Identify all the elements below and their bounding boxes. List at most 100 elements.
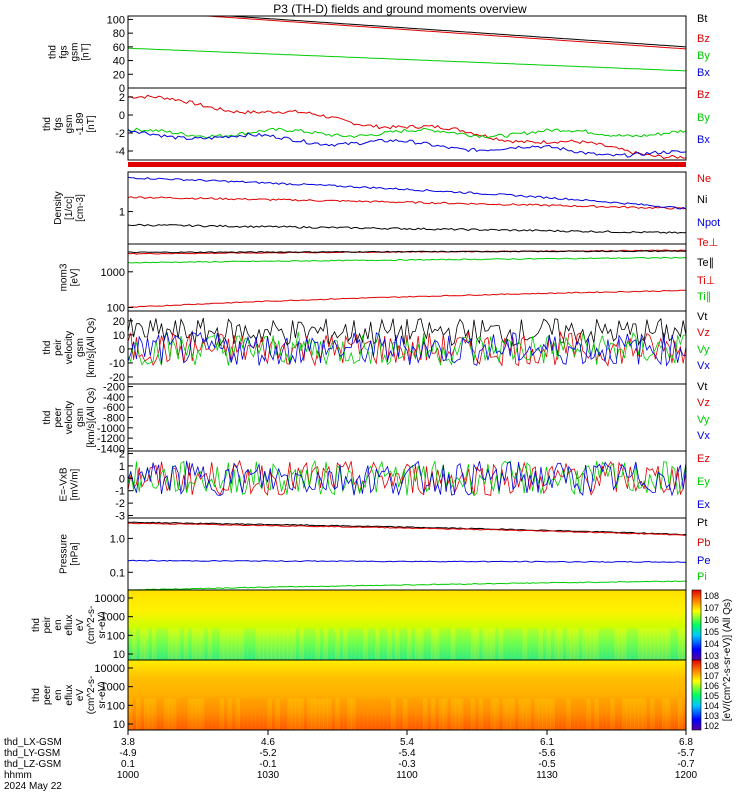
spectrogram-column [422, 628, 428, 660]
spectrogram-column [275, 628, 280, 660]
spectrogram-column [163, 628, 169, 660]
spectrogram-column [678, 628, 683, 660]
spectrogram-column [654, 698, 659, 730]
spectrogram-column [626, 628, 631, 660]
y-axis-label-line: [nT] [81, 43, 92, 60]
spectrogram-column [299, 628, 304, 660]
spectrogram-column [283, 628, 288, 660]
y-axis-label-line: sr-eV) [97, 681, 108, 708]
spectrogram-column [383, 628, 388, 660]
ephemeris-value: 5.4 [400, 737, 414, 748]
y-tick-label: 20 [113, 69, 125, 81]
spectrogram-column [658, 628, 663, 660]
spectrogram-column [183, 698, 189, 730]
spectrogram-column [654, 628, 659, 660]
y-axis-label-line: peer [53, 407, 64, 428]
y-tick-label: -1200 [97, 433, 125, 445]
spectrogram-column [295, 698, 300, 730]
spectrogram-column [414, 628, 420, 660]
spectrogram-column [622, 698, 627, 730]
y-tick-label: -20 [109, 372, 125, 384]
spectrogram-column [538, 698, 544, 730]
y-tick-label: -2 [115, 498, 125, 510]
spectrogram-column [267, 698, 272, 730]
spectrogram-column [239, 628, 245, 660]
spectrogram-column [375, 628, 380, 660]
y-axis-label-line: (cm^2-s- [86, 606, 97, 645]
spectrogram-column [339, 698, 344, 730]
legend-vy: Vy [697, 414, 710, 426]
spectrogram-column [395, 628, 400, 660]
ephemeris-value: -5.6 [538, 748, 556, 759]
spectrogram-column [343, 628, 348, 660]
y-axis-label-line: Pressure [59, 534, 70, 574]
spectrogram-column [391, 698, 396, 730]
spectrogram-column [526, 698, 532, 730]
spectrogram-column [371, 698, 376, 730]
legend-pe: Pe [697, 555, 710, 567]
spectrogram-column [303, 628, 308, 660]
spectrogram-column [430, 698, 436, 730]
spectrogram-column [375, 698, 380, 730]
y-tick-label: -1400 [97, 443, 125, 455]
spectrogram-column [490, 698, 496, 730]
spectrogram-column [410, 698, 416, 730]
spectrogram-column [243, 628, 249, 660]
spectrogram-column [147, 698, 153, 730]
spectrogram-column [446, 698, 452, 730]
spectrogram-column [275, 698, 280, 730]
panel-frame [127, 87, 687, 161]
spectrogram-column [594, 628, 599, 660]
series-line-by [127, 127, 687, 139]
spectrogram-column [582, 698, 587, 730]
ephemeris-row-label: thd_LY-GSM [4, 748, 60, 759]
y-tick-label: 10 [113, 330, 125, 342]
spectrogram-column [582, 628, 587, 660]
y-axis-label-line: thd [42, 341, 53, 355]
legend-ey: Ey [697, 476, 710, 488]
spectrogram-column [442, 698, 448, 730]
spectrogram-column [255, 698, 261, 730]
y-axis-label-line: sr-eV) [97, 611, 108, 638]
colorbar [691, 659, 702, 731]
figure-title: P3 (TH-D) fields and ground moments over… [273, 2, 527, 16]
y-axis-label-line: [nPa] [70, 542, 81, 566]
spectrogram-column [586, 628, 591, 660]
colorbar-tick-label: 108 [704, 661, 719, 671]
panel-frame [127, 517, 687, 591]
spectrogram-column [247, 628, 253, 660]
spectrogram-column [494, 698, 500, 730]
panel-moments: 1000 100 mom3[eV] Te⊥ Te∥ Ti⊥ Ti∥ [59, 237, 719, 315]
spectrogram-column [187, 698, 193, 730]
panel-fgs_zoom: 2 0 -2 -4 thdfgsgsm-1.89[nT] Bz By Bx [42, 87, 710, 161]
legend-pb: Pb [697, 537, 710, 549]
spectrogram-column [403, 698, 408, 730]
spectrogram-column [231, 698, 237, 730]
spectrogram-column [450, 628, 456, 660]
colorbar-tick-label: 107 [704, 603, 719, 613]
spectrogram-column [155, 698, 161, 730]
spectrogram-column [602, 628, 607, 660]
spectrogram-column [462, 628, 468, 660]
spectrogram-column [638, 628, 643, 660]
panel-frame [127, 171, 687, 245]
spectrogram-column [347, 628, 352, 660]
spectrogram-column [554, 628, 559, 660]
spectrogram-column [307, 698, 312, 730]
ephemeris-value: -5.7 [677, 748, 695, 759]
y-tick-label: 10000 [94, 593, 125, 605]
spectrogram-column [151, 698, 157, 730]
spectrogram-column [674, 698, 679, 730]
spectrogram-column [454, 628, 460, 660]
spectrogram-column [315, 628, 320, 660]
spectrogram-column [534, 628, 540, 660]
spectrogram-column [271, 698, 276, 730]
spectrogram-column [550, 698, 555, 730]
spectrogram-column [231, 628, 237, 660]
spectrogram-column [574, 628, 579, 660]
spectrogram-column [438, 628, 444, 660]
spectrogram-column [355, 698, 360, 730]
spectrogram-column [570, 628, 575, 660]
spectrogram-column [526, 628, 532, 660]
